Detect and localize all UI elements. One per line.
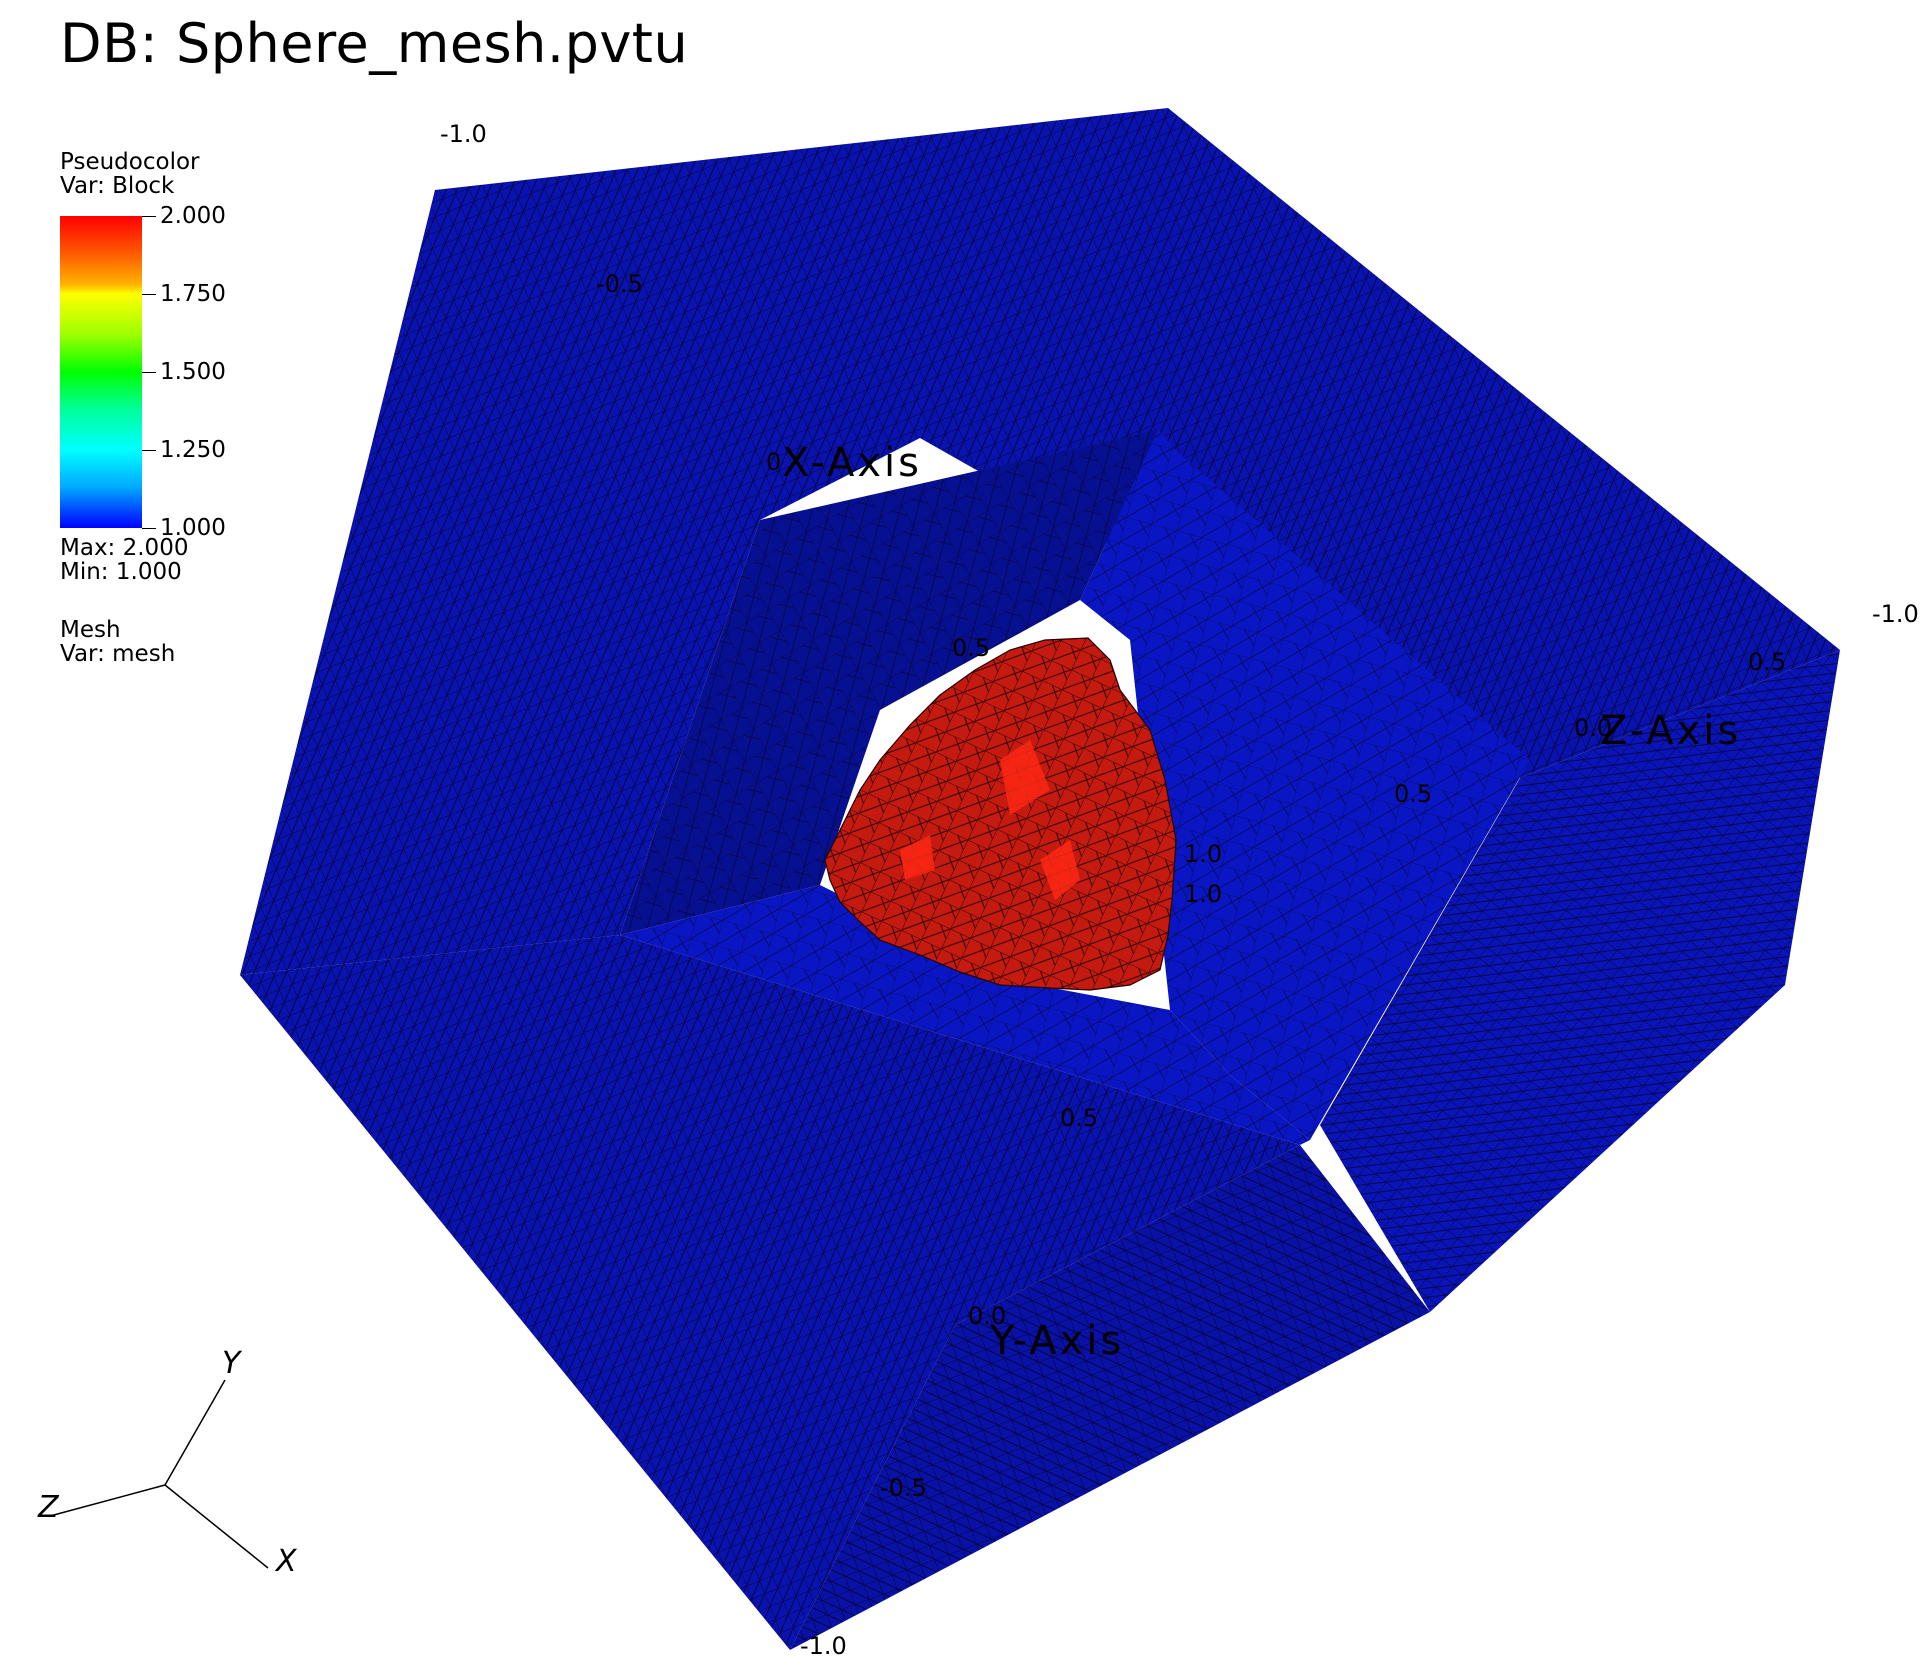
triad-x-line	[164, 1484, 269, 1569]
legend-tick-label: 1.750	[160, 281, 226, 307]
sphere-block	[824, 637, 1177, 991]
legend-tick-label: 1.500	[160, 359, 226, 385]
sphere-highlight-3	[900, 835, 935, 880]
cutaway-face-bottom	[620, 885, 1310, 1145]
legend-min: Min: 1.000	[60, 559, 182, 585]
axis-tick-label: 0.0	[1574, 714, 1613, 742]
mesh-plot-name: Mesh	[60, 617, 121, 643]
orientation-triad	[49, 1379, 269, 1569]
axis-tick-label: -1.0	[1872, 600, 1919, 628]
cutaway-face-right	[1080, 430, 1530, 1140]
cube-face-bottom-left	[240, 935, 1300, 1650]
legend-tick-label: 1.250	[160, 437, 226, 463]
triad-y-label: Y	[222, 1346, 241, 1381]
axis-tick-label: 0.5	[1748, 648, 1787, 676]
axis-tick-label: -0.5	[880, 1474, 927, 1502]
legend-tick	[142, 372, 156, 373]
sphere-highlight-2	[1040, 840, 1080, 900]
triad-z-line	[49, 1484, 166, 1517]
axis-tick-label: -0.5	[596, 270, 643, 298]
legend-colorbar	[60, 216, 142, 528]
axis-tick-label: 0.5	[1060, 1104, 1099, 1132]
legend-tick	[142, 294, 156, 295]
legend-tick	[142, 450, 156, 451]
mesh-variable: Var: mesh	[60, 641, 176, 667]
axis-tick-label: 0.5	[952, 634, 991, 662]
axis-tick-label: -1.0	[440, 120, 487, 148]
sphere-highlight-1	[1000, 740, 1050, 815]
z-axis-title: Z-Axis	[1600, 708, 1742, 754]
axis-tick-label: -1.0	[800, 1632, 847, 1656]
legend-tick	[142, 216, 156, 217]
y-axis-title: Y-Axis	[990, 1318, 1125, 1364]
pseudocolor-legend: Pseudocolor Var: Block 2.000 1.750 1.500…	[60, 150, 320, 670]
legend-plot-name: Pseudocolor	[60, 149, 200, 175]
axis-tick-label: 0.5	[1394, 780, 1433, 808]
triad-y-line	[164, 1379, 226, 1486]
cutaway-face-back	[620, 430, 1158, 935]
legend-tick	[142, 528, 156, 529]
axis-tick-label: 0	[766, 448, 782, 476]
axis-tick-label: 1.0	[1184, 840, 1223, 868]
triad-x-label: X	[276, 1544, 297, 1579]
axis-tick-label: 0.0	[968, 1302, 1007, 1330]
triad-z-label: Z	[38, 1490, 59, 1525]
cube-face-right	[1320, 650, 1840, 1312]
legend-tick-label: 2.000	[160, 203, 226, 229]
database-title: DB: Sphere_mesh.pvtu	[60, 12, 689, 75]
legend-variable: Var: Block	[60, 173, 175, 199]
axis-tick-label: 1.0	[1184, 880, 1223, 908]
cube-face-bottom	[790, 1145, 1430, 1650]
x-axis-title: X-Axis	[782, 440, 922, 486]
cube-face-top-left	[240, 108, 1840, 975]
legend-max: Max: 2.000	[60, 535, 189, 561]
legend-tick-label: 1.000	[160, 515, 226, 541]
